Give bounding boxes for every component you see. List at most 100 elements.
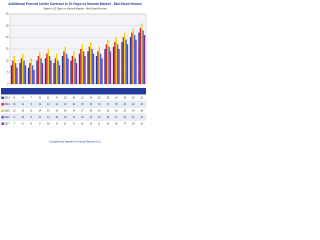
table-value: 19 xyxy=(123,117,126,119)
footer: Compiled by Agents for Home Buyers LLC xyxy=(49,140,102,144)
legend-swatch xyxy=(1,116,4,119)
bar xyxy=(122,37,125,84)
table-value: 22 xyxy=(123,110,126,112)
table-value: 10 xyxy=(13,104,16,106)
table-value: 13 xyxy=(64,117,67,119)
bar xyxy=(88,46,91,84)
bar xyxy=(39,51,41,84)
legend-swatch xyxy=(1,103,4,106)
bar xyxy=(24,65,27,84)
table-value: 11 xyxy=(98,123,101,125)
bar xyxy=(33,70,35,84)
y-tick-label: 25 xyxy=(6,24,9,27)
legend-label: 2015 xyxy=(5,110,11,112)
table-value: 9 xyxy=(31,104,33,106)
table-value: 12 xyxy=(72,104,75,106)
y-tick-label: 30 xyxy=(6,13,9,16)
y-tick-label: 20 xyxy=(6,36,9,39)
table-value: 14 xyxy=(72,110,75,112)
bar xyxy=(19,63,21,84)
bar xyxy=(47,49,49,84)
bar xyxy=(73,51,75,84)
table-value: 10 xyxy=(55,117,58,119)
bar xyxy=(75,63,78,84)
bar xyxy=(141,23,143,84)
table-value: 18 xyxy=(89,110,92,112)
bar xyxy=(116,44,119,84)
table-value: 12 xyxy=(98,97,101,99)
bar xyxy=(29,63,31,84)
bar xyxy=(58,65,61,84)
legend-label: 2017 xyxy=(5,123,11,125)
bar xyxy=(121,42,123,84)
table-value: 13 xyxy=(55,110,58,112)
table-value: 16 xyxy=(89,104,92,106)
table-value: 21 xyxy=(140,123,143,125)
table-value: 18 xyxy=(115,104,118,106)
bar xyxy=(125,39,127,84)
bar xyxy=(129,37,132,84)
bar xyxy=(23,60,25,84)
bar xyxy=(81,44,83,84)
table-row xyxy=(0,120,147,128)
bar xyxy=(138,32,140,84)
bar xyxy=(97,51,99,84)
table-value: 20 xyxy=(115,110,118,112)
table-value: 15 xyxy=(81,104,84,106)
bar xyxy=(92,53,95,84)
table-value: 17 xyxy=(123,123,126,125)
bar xyxy=(126,44,129,84)
bar xyxy=(31,65,34,84)
bar xyxy=(56,53,58,84)
bar xyxy=(107,39,109,84)
table-value: 16 xyxy=(98,110,101,112)
legend-swatch xyxy=(1,109,4,112)
bar xyxy=(78,53,81,84)
table-value: 17 xyxy=(115,117,118,119)
table-value: 22 xyxy=(140,97,143,99)
table-value: 10 xyxy=(72,97,75,99)
bar xyxy=(90,42,92,84)
legend-swatch xyxy=(1,122,4,125)
table-value: 13 xyxy=(89,123,92,125)
legend-swatch xyxy=(1,96,4,99)
bar xyxy=(63,51,65,84)
table-value: 14 xyxy=(38,110,41,112)
table-value: 17 xyxy=(106,104,109,106)
table-value: 14 xyxy=(64,104,67,106)
chart-title: Additional Percent Under Contract in 10 … xyxy=(8,2,142,6)
bar xyxy=(10,65,13,84)
bar xyxy=(135,39,137,84)
table-value: 17 xyxy=(81,110,84,112)
table-value: 18 xyxy=(123,97,126,99)
bar xyxy=(133,35,136,84)
table-value: 14 xyxy=(81,117,84,119)
bar xyxy=(80,49,82,84)
bar xyxy=(131,32,133,84)
table-value: 12 xyxy=(38,104,41,106)
bar xyxy=(87,51,89,84)
bar xyxy=(118,49,120,84)
bar xyxy=(109,51,112,84)
table-value: 13 xyxy=(47,104,50,106)
bar xyxy=(91,49,93,84)
table-value: 13 xyxy=(98,117,101,119)
table-value: 20 xyxy=(132,97,135,99)
bar xyxy=(82,51,85,84)
bar xyxy=(114,42,116,84)
table-value: 9 xyxy=(56,97,58,99)
bar xyxy=(139,28,142,84)
bar xyxy=(95,56,98,84)
table-value: 14 xyxy=(98,104,101,106)
table-value: 11 xyxy=(73,117,76,119)
bar xyxy=(99,53,102,84)
table-value: 6 xyxy=(31,123,33,125)
table-value: 12 xyxy=(81,123,84,125)
bar xyxy=(12,60,14,84)
table-value: 11 xyxy=(47,97,50,99)
y-tick-label: 10 xyxy=(6,59,9,62)
bar xyxy=(13,56,15,84)
table-value: 14 xyxy=(89,97,92,99)
bar xyxy=(104,49,106,84)
bar xyxy=(67,58,69,84)
